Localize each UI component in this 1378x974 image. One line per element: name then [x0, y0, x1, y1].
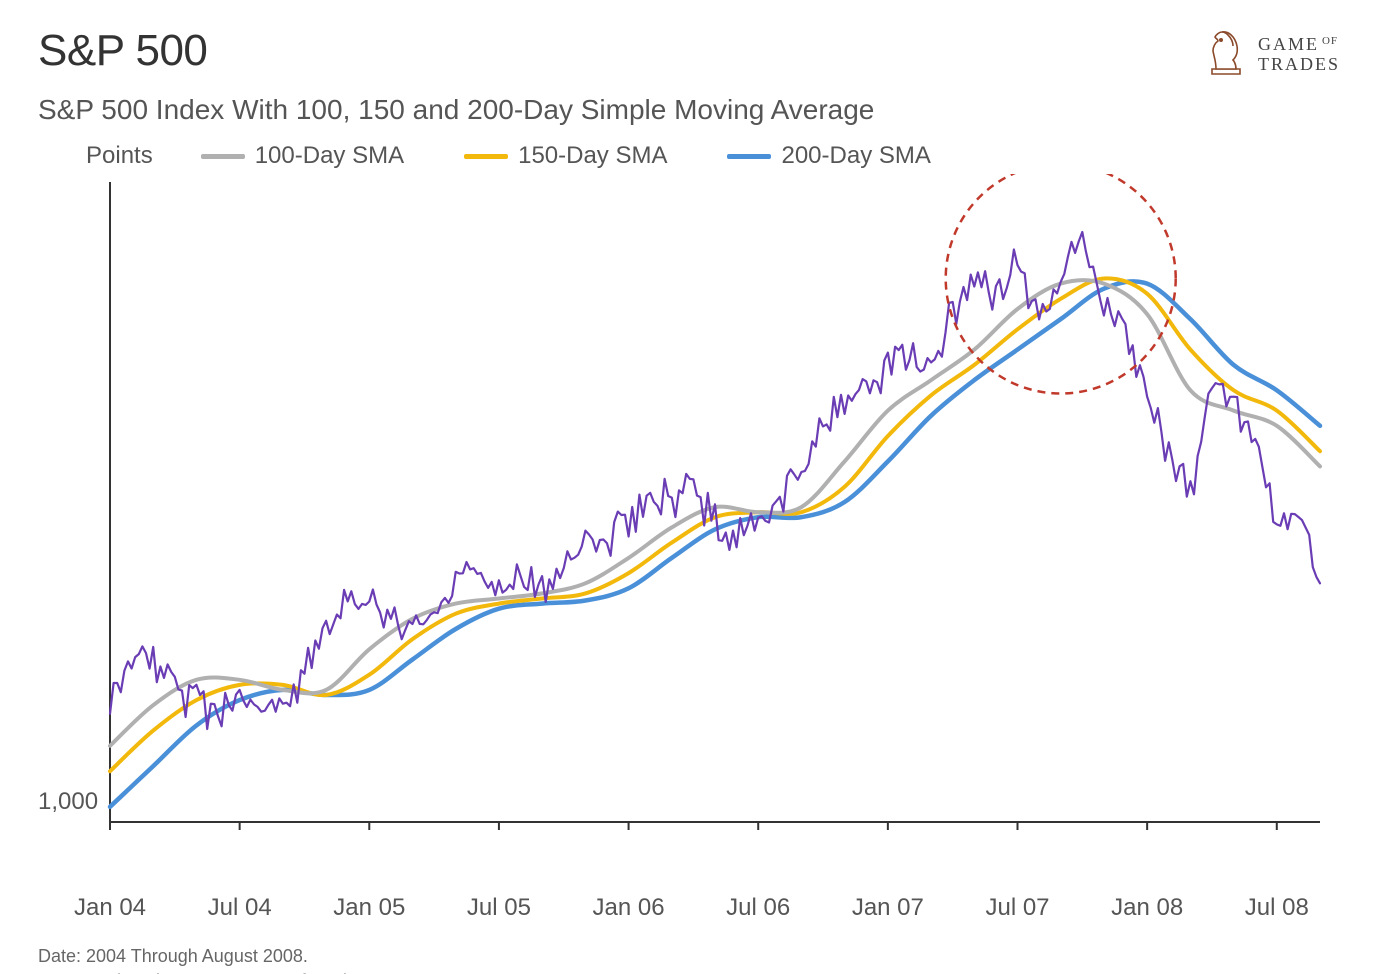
legend-item: 150-Day SMA: [464, 142, 667, 170]
legend-label: 150-Day SMA: [518, 142, 667, 170]
knight-icon: [1204, 26, 1248, 83]
x-tick-label: Jan 05: [333, 894, 405, 922]
chart-title: S&P 500: [38, 26, 207, 76]
legend-swatch: [464, 154, 508, 159]
logo-text-2: TRADES: [1258, 55, 1340, 74]
x-tick-label: Jul 05: [467, 894, 531, 922]
footer-source: Source: Bloomberg L.P., Game of Trades.: [38, 969, 1340, 974]
logo-text-1: GAME: [1258, 34, 1319, 54]
legend-item: 100-Day SMA: [201, 142, 404, 170]
x-tick-label: Jan 08: [1111, 894, 1183, 922]
x-tick-label: Jan 07: [852, 894, 924, 922]
legend-swatch: [727, 154, 771, 159]
footer-date: Date: 2004 Through August 2008.: [38, 944, 1340, 969]
x-tick-label: Jul 08: [1245, 894, 1309, 922]
legend-label: 200-Day SMA: [781, 142, 930, 170]
series-sma200: [110, 281, 1320, 806]
chart-plot: 1,000 Jan 04 Jul 04 Jan 05 Jul 05 Jan 06 Jul 0…: [38, 174, 1340, 930]
y-tick-label: 1,000: [38, 788, 98, 816]
x-tick-label: Jul 07: [985, 894, 1049, 922]
legend-item: 200-Day SMA: [727, 142, 930, 170]
x-tick-label: Jul 06: [726, 894, 790, 922]
legend-swatch: [201, 154, 245, 159]
legend: Points 100-Day SMA 150-Day SMA 200-Day SMA: [86, 142, 1340, 170]
logo-text-of: OF: [1322, 35, 1338, 47]
x-tick-label: Jul 04: [208, 894, 272, 922]
x-tick-label: Jan 06: [593, 894, 665, 922]
legend-label: 100-Day SMA: [255, 142, 404, 170]
x-tick-label: Jan 04: [74, 894, 146, 922]
chart-subtitle: S&P 500 Index With 100, 150 and 200-Day …: [38, 94, 1340, 126]
y-axis-label: Points: [86, 142, 153, 170]
brand-logo: GAMEOF TRADES: [1204, 26, 1340, 83]
